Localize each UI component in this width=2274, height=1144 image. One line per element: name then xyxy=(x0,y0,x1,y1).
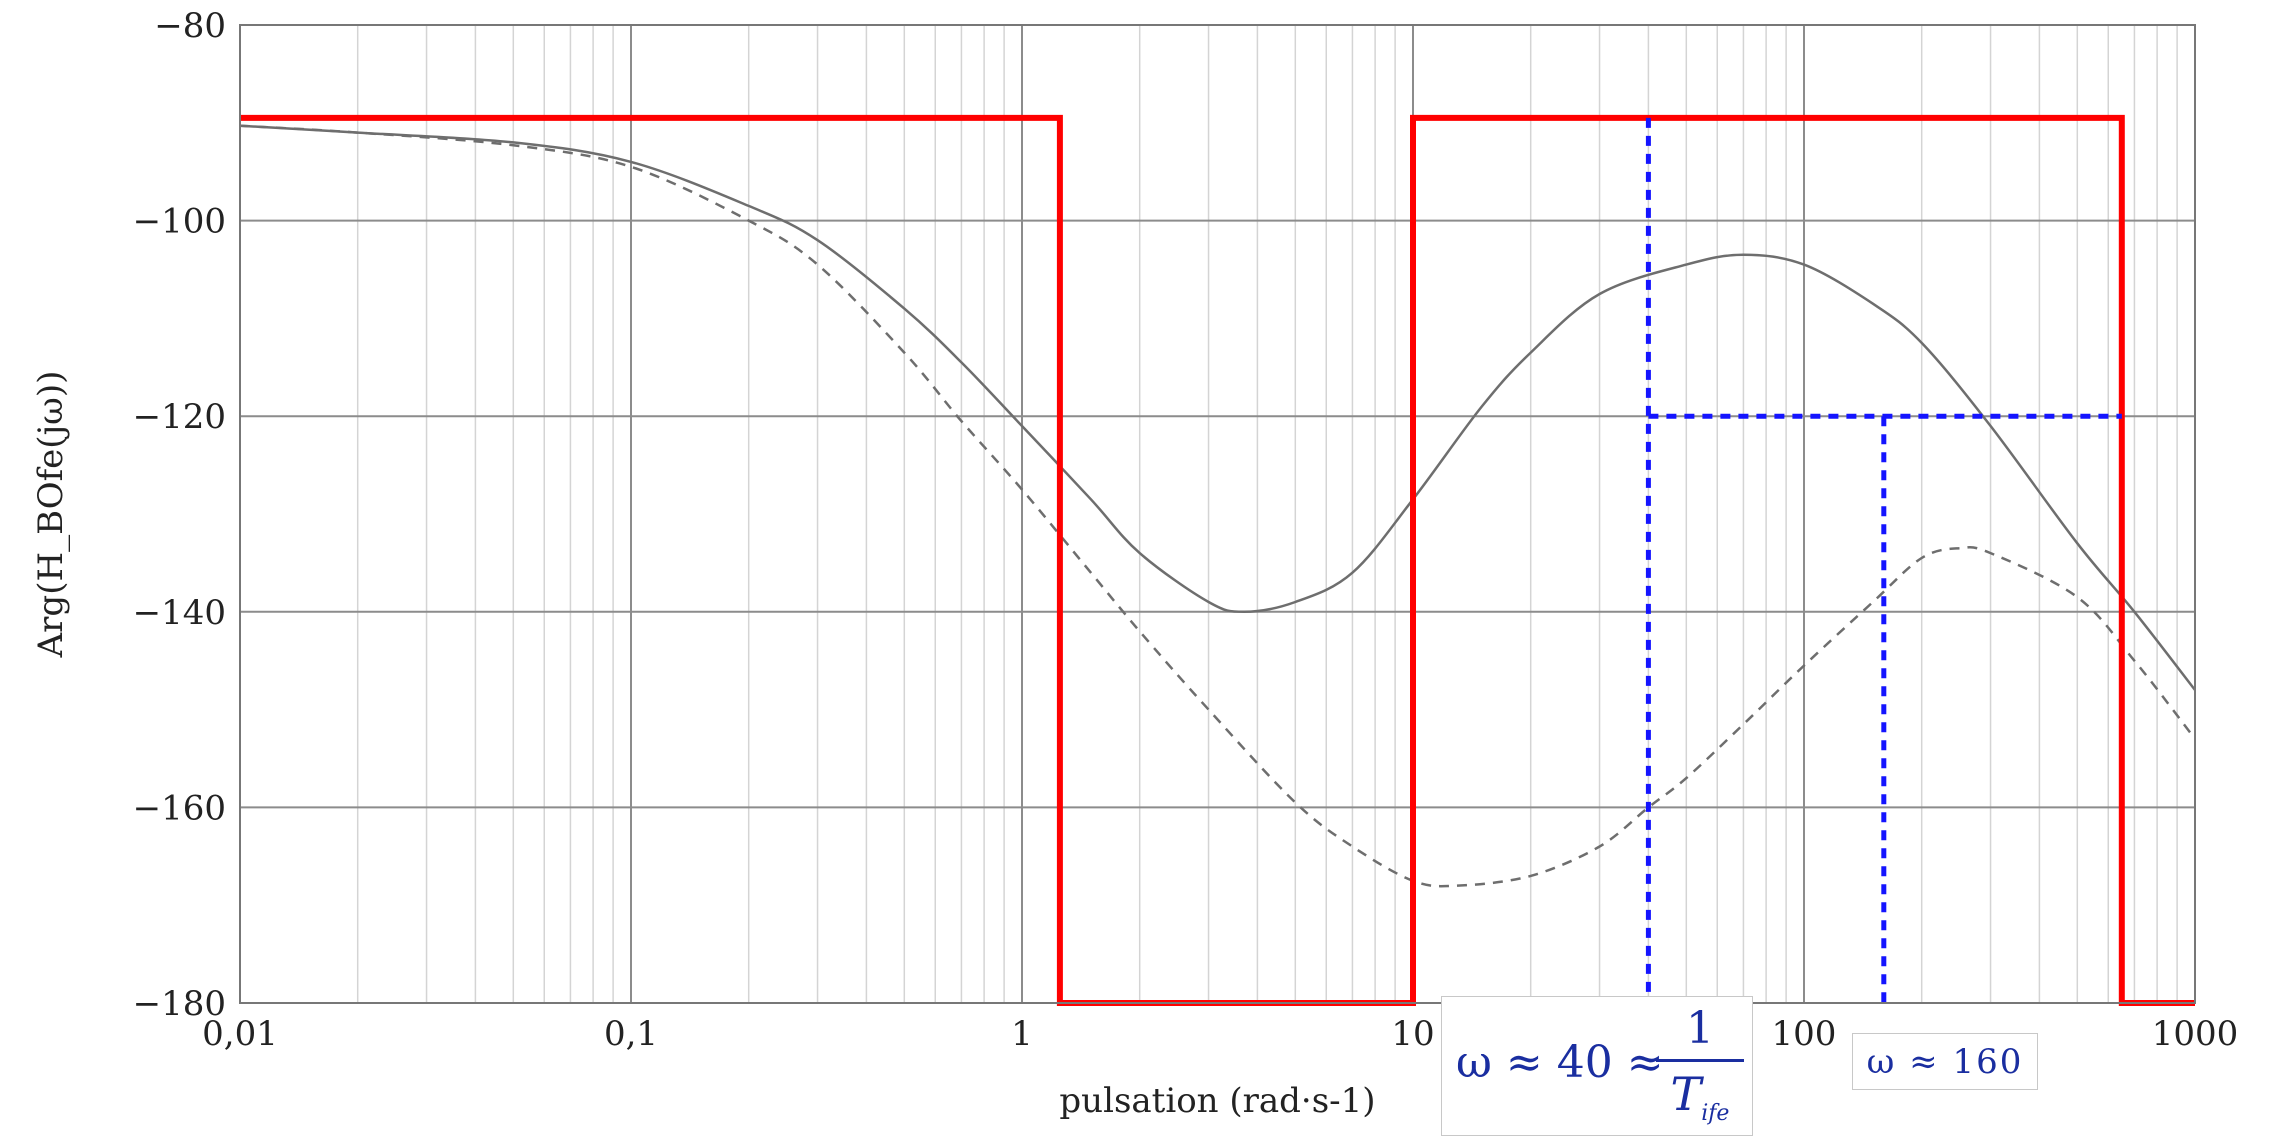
x-tick-label: 10 xyxy=(1391,1014,1434,1054)
x-tick-label: 1 xyxy=(1011,1014,1033,1054)
fraction-denominator: Tife xyxy=(1656,1066,1744,1142)
series-solid-line xyxy=(239,124,2196,691)
fraction-denominator-symbol: T xyxy=(1670,1067,1702,1121)
x-tick-label: 1000 xyxy=(2152,1014,2239,1054)
annotation-omega-160-text: ω ≈ 160 xyxy=(1866,1041,2024,1082)
y-tick-label: −140 xyxy=(133,593,226,633)
x-tick-label: 0,1 xyxy=(604,1014,658,1054)
series-layer xyxy=(239,124,2196,888)
tick-labels: 0,01 0,1 1 10 100 1000 −180 −160 −140 −120 −100 −80 xyxy=(133,6,2239,1054)
fraction-numerator: 1 xyxy=(1686,1003,1714,1054)
x-tick-label: 0,01 xyxy=(202,1014,278,1054)
fraction-denominator-subscript: ife xyxy=(1701,1101,1730,1127)
major-grid xyxy=(239,24,2196,1004)
y-axis-title: Arg(H_BOfe(jω)) xyxy=(31,371,71,659)
annotation-omega-160: ω ≈ 160 xyxy=(1852,1033,2038,1090)
overlay-layer xyxy=(240,114,2195,1006)
annotation-omega-40-prefix: ω ≈ 40 ≈ xyxy=(1456,1037,1664,1088)
plot-frame xyxy=(239,24,2196,1004)
minor-grid xyxy=(356,25,2178,1003)
y-tick-label: −100 xyxy=(133,202,226,242)
y-tick-label: −160 xyxy=(133,788,226,828)
x-axis-title: pulsation (rad·s-1) xyxy=(1059,1081,1375,1121)
y-tick-label: −80 xyxy=(154,6,226,46)
x-tick-label: 100 xyxy=(1772,1014,1837,1054)
y-tick-label: −120 xyxy=(133,397,226,437)
annotation-omega-40: ω ≈ 40 ≈ 1 Tife xyxy=(1441,996,1753,1136)
y-tick-label: −180 xyxy=(133,984,226,1024)
fraction: 1 Tife xyxy=(1656,1003,1744,1142)
series-dashed-line xyxy=(239,124,2196,888)
red-step-line xyxy=(240,114,2195,1006)
fraction-bar xyxy=(1656,1059,1744,1062)
